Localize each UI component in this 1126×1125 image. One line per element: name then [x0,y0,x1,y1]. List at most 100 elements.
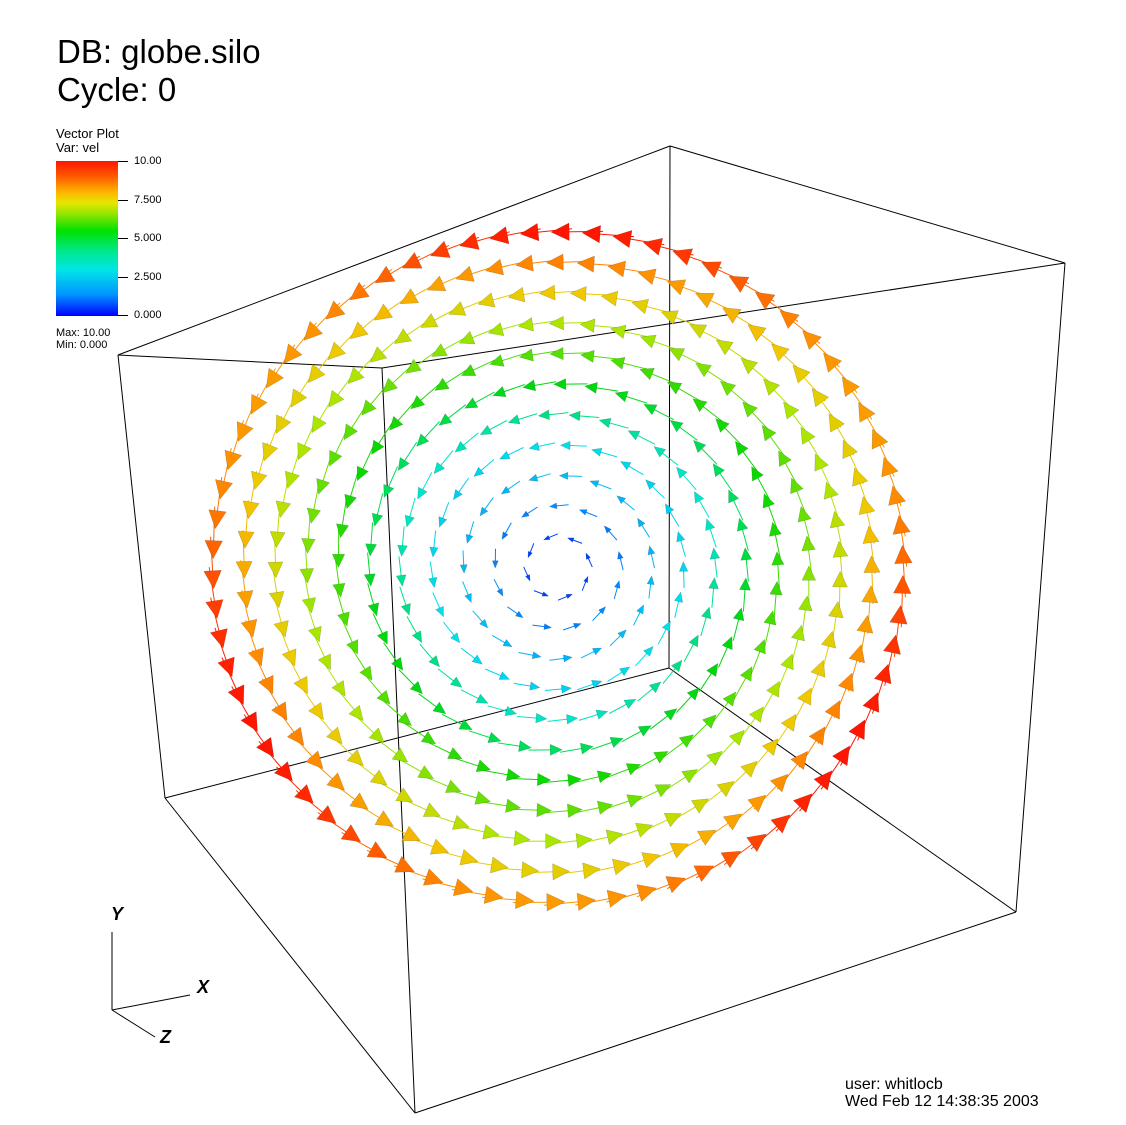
vector-glyph [783,401,800,420]
vector-glyph [824,699,841,720]
vector-glyph [862,691,880,713]
vector-glyph [740,547,753,561]
vector-glyph [693,865,715,883]
vector-glyph [625,763,642,776]
triad-z-axis [111,1009,156,1038]
vector-glyph [722,307,742,324]
vector-glyph [520,510,530,518]
vector-glyph [653,446,667,458]
vector-glyph [531,651,542,660]
vector-glyph [366,841,388,859]
vector-glyph [611,858,632,876]
vector-glyph [596,800,614,815]
vector-glyph [575,833,593,849]
vector-glyph [543,623,553,630]
vector-glyph [603,525,612,534]
colorbar-tick-label: 10.00 [134,155,162,167]
vector-glyph [673,591,684,603]
vector-glyph [271,701,288,721]
vector-glyph [500,485,511,495]
vector-glyph [504,705,518,717]
vector-glyph [669,419,684,433]
vector-glyph [489,856,509,874]
bounding-box [117,145,1066,1114]
vector-glyph [808,726,826,746]
vector-glyph [317,653,331,671]
vector-glyph [306,507,322,524]
vector-glyph [428,576,438,589]
vector-glyph [722,813,743,831]
vector-glyph [449,676,463,688]
vector-glyph [458,718,473,730]
vector-glyph [311,415,327,434]
vector-glyph [678,734,695,749]
vector-glyph [346,639,359,655]
vector-glyph [739,666,753,682]
vector-glyph [204,540,223,560]
vector-glyph [549,743,563,756]
legend-colorbar [56,161,118,316]
vector-glyph [528,441,540,451]
vector-glyph [517,317,534,332]
vector-glyph [579,349,595,363]
vector-glyph [761,738,779,757]
vector-glyph [262,442,279,462]
vector-glyph [265,367,285,389]
vector-glyph [326,772,346,791]
vector-glyph [565,593,574,600]
vector-glyph [790,624,805,642]
vector-glyph [600,290,619,307]
vector-glyph [465,533,474,545]
vector-glyph [507,286,526,303]
vector-glyph [559,440,571,451]
vector-glyph [598,417,612,429]
database-title: DB: globe.silo [57,33,261,70]
colorbar-tick [118,161,128,162]
vector-glyph [721,635,733,651]
vector-glyph [681,769,699,784]
vector-glyph [576,255,595,273]
vector-glyph [692,398,708,413]
vector-glyph [397,456,410,472]
vector-glyph [496,588,504,597]
vector-glyph [255,736,275,758]
vector-glyph [331,679,346,697]
bounding-box-edge [669,145,1066,264]
vector-glyph [715,339,734,356]
vector-glyph [489,354,505,367]
vector-glyph [391,747,409,763]
vector-glyph [464,592,472,604]
vector-glyph [301,538,316,554]
vector-glyph [471,654,483,665]
vector-glyph [521,861,540,879]
vector-glyph [679,560,689,572]
vector-glyph [693,439,707,454]
vector-glyph [349,321,369,340]
vector-glyph [247,647,264,667]
vector-glyph [349,792,369,810]
axis-triad [111,932,191,1038]
vector-glyph [482,824,501,840]
vector-glyph [778,450,792,468]
vector-glyph [515,610,524,619]
vector-glyph [595,709,609,720]
vector-glyph [473,466,485,478]
vector-glyph [356,465,369,482]
vector-glyph [709,547,721,560]
vector-glyph [336,523,350,539]
vector-glyph [452,488,463,501]
vector-glyph [814,453,829,472]
vector-glyph [873,663,892,685]
vector-glyph [712,463,726,478]
vector-glyph [748,706,764,723]
vector-glyph [645,479,656,491]
vector-glyph [369,769,388,786]
vector-glyph [693,490,705,504]
vector-glyph [369,346,388,363]
vector-glyph [639,368,655,381]
vector-glyph [688,634,699,648]
vector-glyph [420,731,437,745]
vector-glyph [637,725,652,737]
vector-glyph [889,604,908,625]
